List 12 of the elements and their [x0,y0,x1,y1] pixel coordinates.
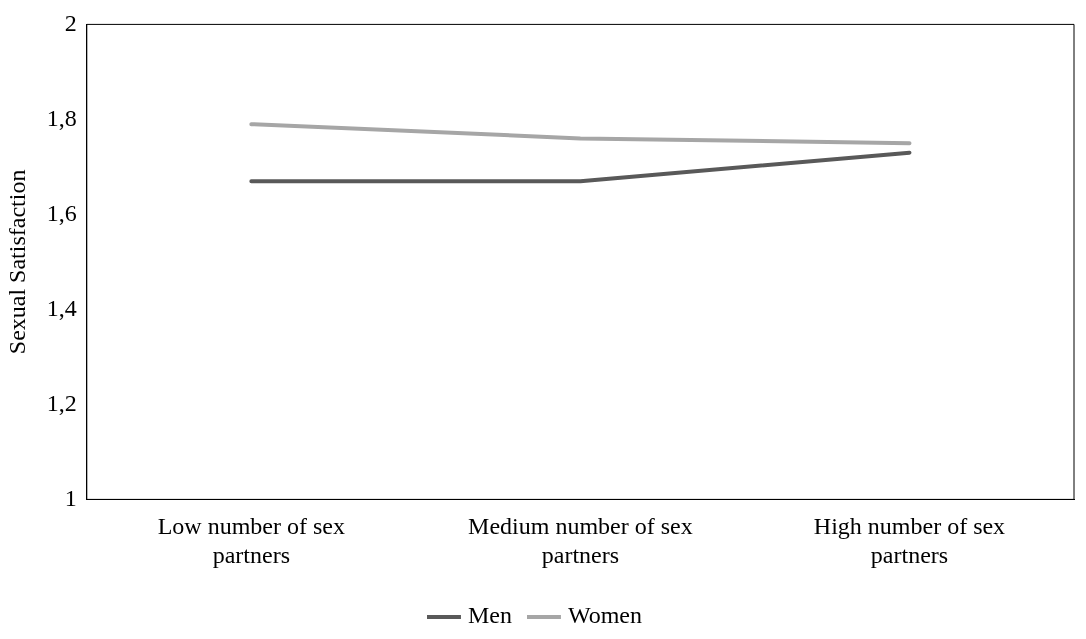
y-tick-label: 1,2 [46,389,77,416]
x-tick-label: Medium number of sex partners [468,513,693,568]
y-tick-label: 1,4 [46,294,77,321]
legend-label: Women [567,602,643,629]
y-tick-label: 1 [64,484,77,511]
y-tick-label: 1,8 [46,104,77,131]
y-tick-label: 2 [64,9,77,36]
x-tick-label: Low number of sex partners [157,513,345,568]
y-axis-title: Sexual Satisfaction [3,169,30,355]
y-tick-label: 1,6 [46,199,77,226]
legend-label: Men [467,602,512,629]
x-tick-label: High number of sex partners [813,513,1006,568]
